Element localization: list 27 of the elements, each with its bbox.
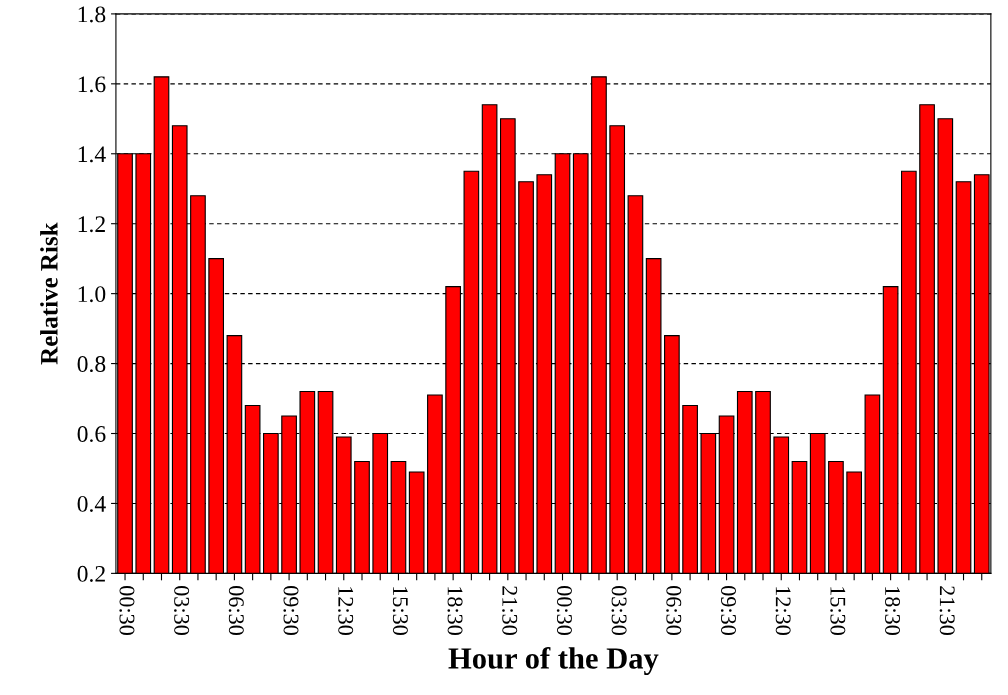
x-tick-label: 15:30 (392, 587, 408, 635)
y-tick-label: 0.4 (77, 495, 106, 512)
y-tick-label: 1.6 (78, 76, 106, 93)
x-tick-label: 18:30 (884, 587, 901, 635)
y-tick-label: 1.2 (78, 216, 105, 233)
x-tick-label: 03:30 (174, 586, 190, 635)
y-tick-label: 0.6 (77, 426, 106, 443)
x-tick-label: 00:30 (556, 586, 572, 635)
x-tick-label: 12:30 (338, 587, 354, 635)
x-tick-label: 21:30 (939, 586, 955, 635)
y-tick-label: 0.2 (77, 565, 105, 582)
x-tick-label: 09:30 (720, 586, 736, 635)
x-tick-label: 18:30 (447, 587, 463, 635)
y-tick-label: 1.4 (78, 146, 106, 163)
x-tick-label: 00:30 (119, 586, 135, 635)
y-tick-label: 0.8 (77, 356, 106, 373)
y-tick-label: 1.0 (78, 286, 106, 303)
x-axis-title: Hour of the Day (448, 646, 659, 676)
x-tick-label: 15:30 (830, 587, 846, 635)
x-tick-label: 21:30 (502, 586, 518, 635)
y-tick-label: 1.8 (78, 6, 106, 23)
x-tick-label: 12:30 (775, 587, 791, 635)
y-axis-title: Relative Risk (40, 222, 58, 365)
x-tick-label: 06:30 (228, 586, 244, 635)
x-tick-label: 09:30 (283, 586, 299, 635)
x-tick-label: 06:30 (666, 586, 682, 635)
x-tick-label: 03:30 (611, 586, 627, 635)
